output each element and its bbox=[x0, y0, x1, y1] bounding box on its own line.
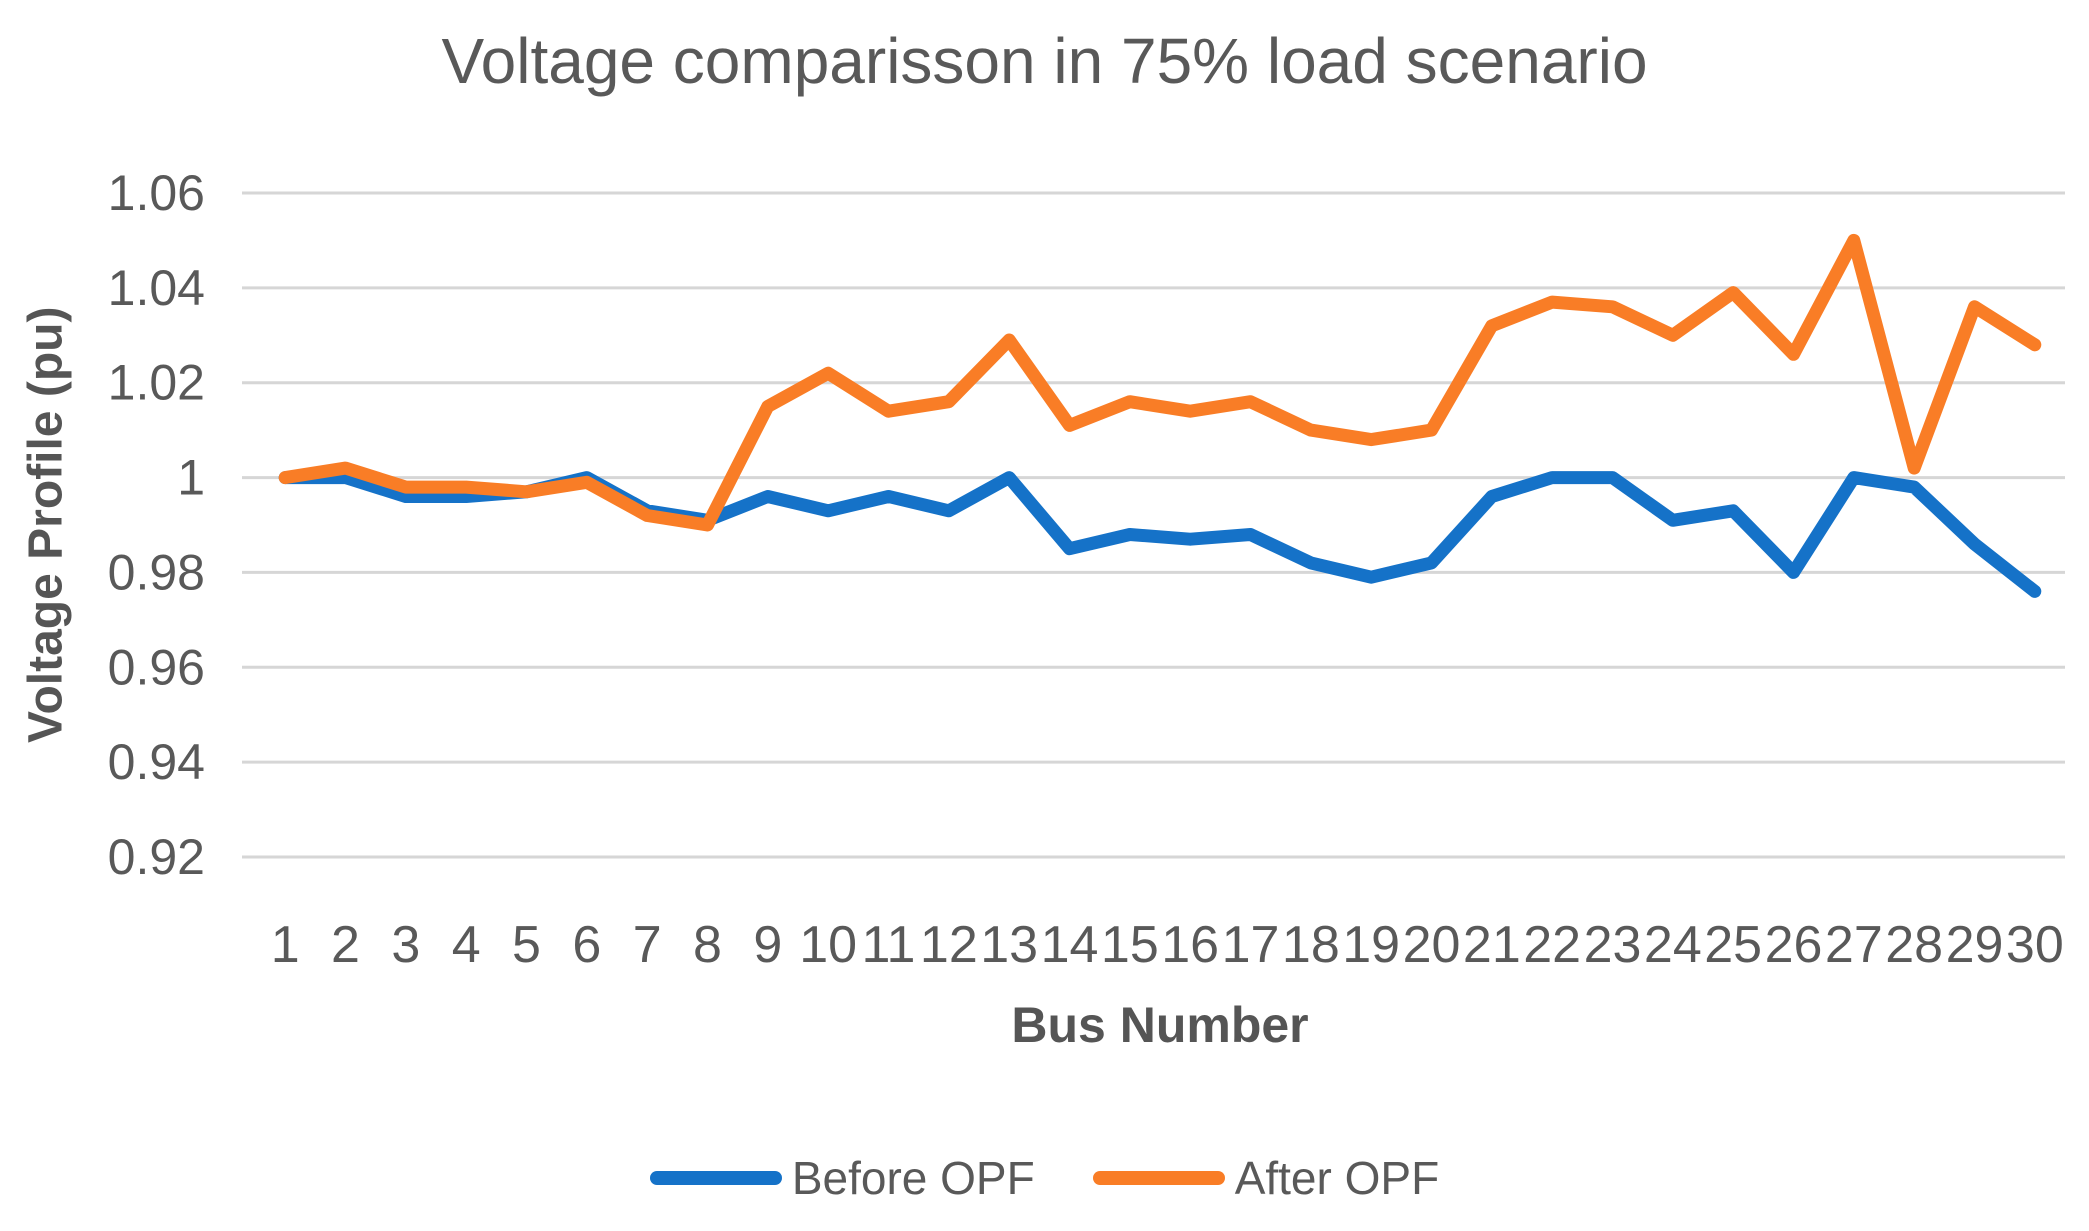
x-tick-label: 23 bbox=[1584, 916, 1642, 974]
y-axis-title: Voltage Profile (pu) bbox=[19, 306, 73, 744]
x-tick-label: 16 bbox=[1161, 916, 1219, 974]
y-tick-label: 1 bbox=[177, 450, 205, 506]
x-tick-label: 2 bbox=[331, 916, 360, 974]
x-axis-title: Bus Number bbox=[1011, 997, 1309, 1053]
x-tick-label: 12 bbox=[920, 916, 978, 974]
x-tick-label: 25 bbox=[1704, 916, 1762, 974]
y-tick-label: 1.04 bbox=[108, 260, 205, 316]
x-tick-label: 22 bbox=[1523, 916, 1581, 974]
x-tick-label: 18 bbox=[1282, 916, 1340, 974]
x-tick-label: 30 bbox=[2006, 916, 2064, 974]
x-tick-label: 21 bbox=[1463, 916, 1521, 974]
x-tick-label: 9 bbox=[753, 916, 782, 974]
legend: Before OPF After OPF bbox=[0, 1146, 2089, 1210]
x-tick-label: 11 bbox=[862, 916, 916, 974]
x-tick-label: 7 bbox=[633, 916, 662, 974]
x-tick-label: 17 bbox=[1222, 916, 1280, 974]
after-opf-line-swatch bbox=[1092, 1171, 1225, 1185]
x-tick-label: 26 bbox=[1765, 916, 1823, 974]
x-tick-label: 6 bbox=[572, 916, 601, 974]
x-tick-label: 5 bbox=[512, 916, 541, 974]
legend-label-after-opf: After OPF bbox=[1234, 1152, 1440, 1204]
x-tick-label: 19 bbox=[1342, 916, 1400, 974]
x-tick-label: 10 bbox=[799, 916, 857, 974]
y-tick-label: 0.96 bbox=[108, 639, 205, 695]
x-tick-label: 27 bbox=[1825, 916, 1883, 974]
y-tick-label: 1.02 bbox=[108, 355, 205, 411]
x-tick-label: 1 bbox=[271, 916, 300, 974]
legend-label-before-opf: Before OPF bbox=[791, 1152, 1035, 1204]
legend-item-after-opf: After OPF bbox=[1092, 1151, 1440, 1205]
before-opf-line-swatch bbox=[649, 1171, 782, 1185]
x-tick-label: 29 bbox=[1946, 916, 2004, 974]
y-tick-label: 0.94 bbox=[108, 734, 205, 790]
x-tick-label: 28 bbox=[1885, 916, 1943, 974]
y-tick-label: 1.06 bbox=[108, 165, 205, 221]
x-tick-label: 24 bbox=[1644, 916, 1702, 974]
x-tick-label: 3 bbox=[391, 916, 420, 974]
chart-title: Voltage comparisson in 75% load scenario bbox=[441, 25, 1648, 97]
x-tick-label: 15 bbox=[1101, 916, 1159, 974]
x-tick-label: 4 bbox=[452, 916, 481, 974]
series-line-after-opf bbox=[278, 233, 2042, 532]
x-tick-label: 14 bbox=[1041, 916, 1099, 974]
y-tick-label: 0.92 bbox=[108, 829, 205, 885]
y-tick-label: 0.98 bbox=[108, 544, 205, 600]
legend-item-before-opf: Before OPF bbox=[649, 1151, 1035, 1205]
x-tick-label: 13 bbox=[980, 916, 1038, 974]
x-tick-label: 20 bbox=[1403, 916, 1461, 974]
x-tick-label: 8 bbox=[693, 916, 722, 974]
